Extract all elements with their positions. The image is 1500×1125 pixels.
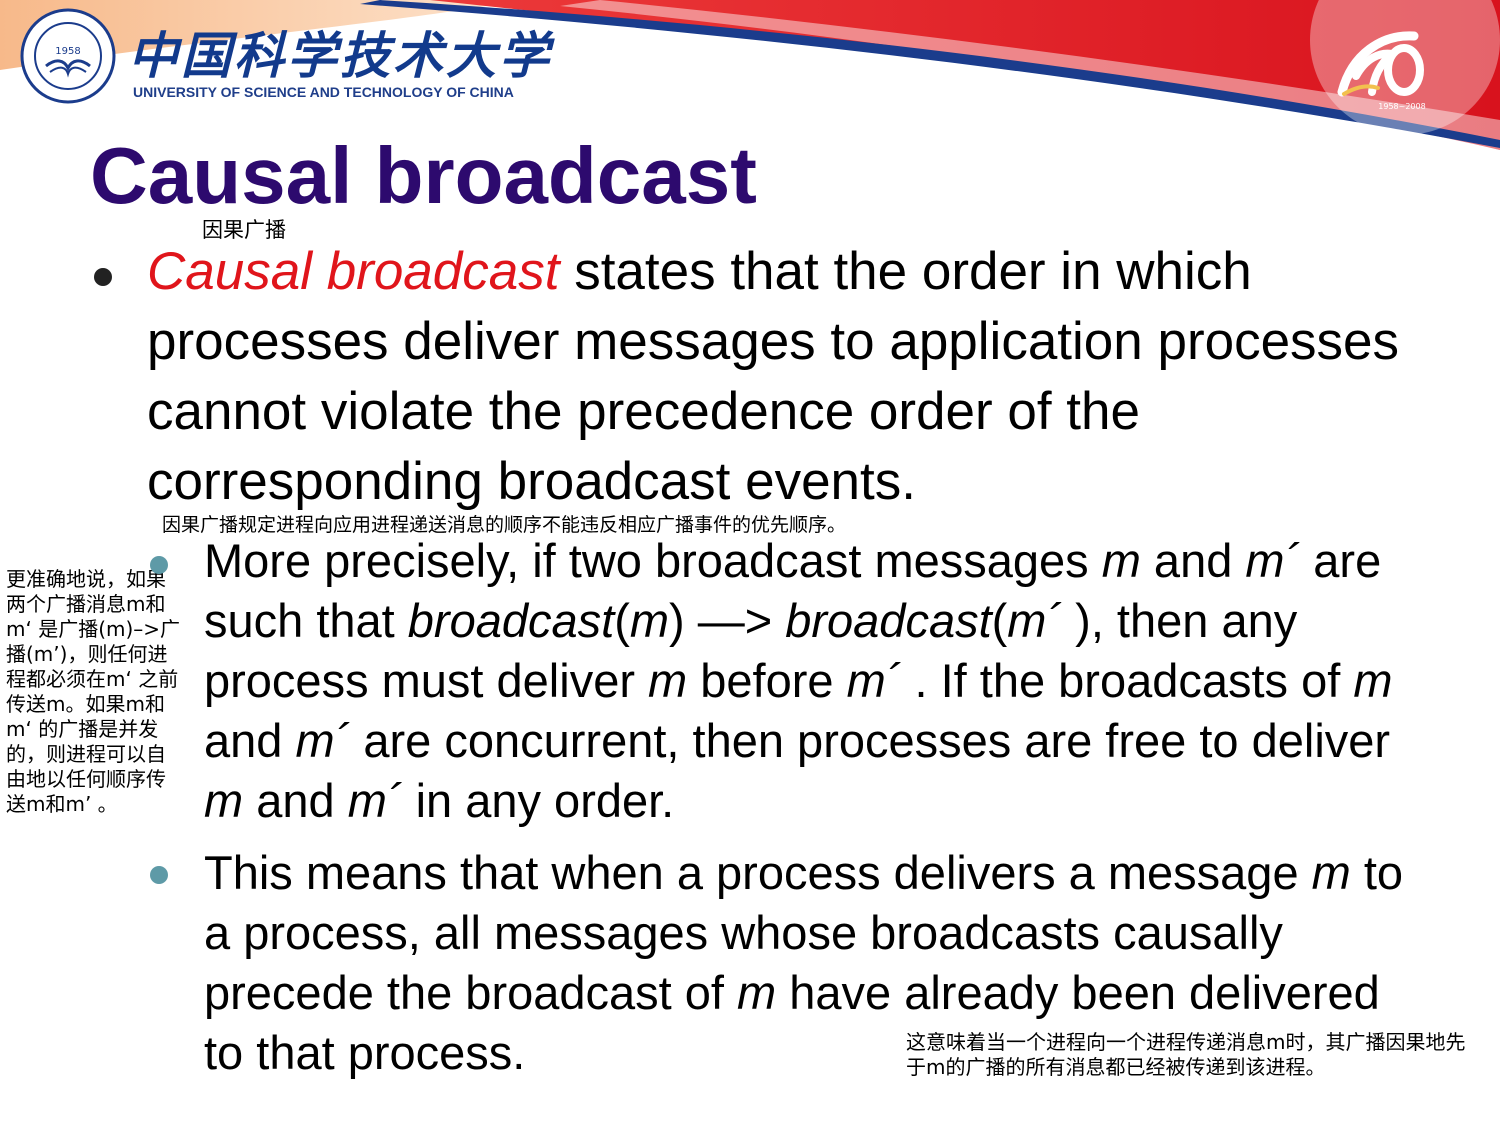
bullet-definition: Causal broadcast states that the order i…	[147, 237, 1447, 517]
bullet-precisely: More precisely, if two broadcast message…	[204, 534, 1393, 827]
university-seal-logo: 1958	[20, 8, 116, 104]
university-name-cn: 中国科学技术大学	[128, 26, 552, 85]
title-annotation: 因果广播	[202, 218, 286, 242]
term-causal-broadcast: Causal broadcast	[147, 242, 560, 301]
slide-title: Causal broadcast	[90, 131, 757, 220]
anniversary-emblem-logo: 1958~2008	[1337, 31, 1426, 111]
bullet-dot-icon	[94, 268, 112, 286]
bullet-means: This means that when a process delivers …	[204, 846, 1404, 1079]
precisely-annotation: 更准确地说，如果两个广播消息m和m‘ 是广播(m)–>广播(m’)，则任何进程都…	[6, 567, 181, 816]
definition-text: states that the order in which processes…	[147, 242, 1400, 511]
seal-year: 1958	[55, 46, 80, 57]
university-name-en: UNIVERSITY OF SCIENCE AND TECHNOLOGY OF …	[133, 84, 514, 100]
sub-bullet-dot-icon	[150, 556, 168, 574]
anniversary-years: 1958~2008	[1378, 102, 1425, 111]
sub-bullet-dot-icon	[150, 866, 168, 884]
definition-annotation: 因果广播规定进程向应用进程递送消息的顺序不能违反相应广播事件的优先顺序。	[162, 514, 847, 536]
means-annotation: 这意味着当一个进程向一个进程传递消息m时，其广播因果地先于m的广播的所有消息都已…	[906, 1030, 1466, 1079]
header-banner	[0, 0, 1500, 150]
